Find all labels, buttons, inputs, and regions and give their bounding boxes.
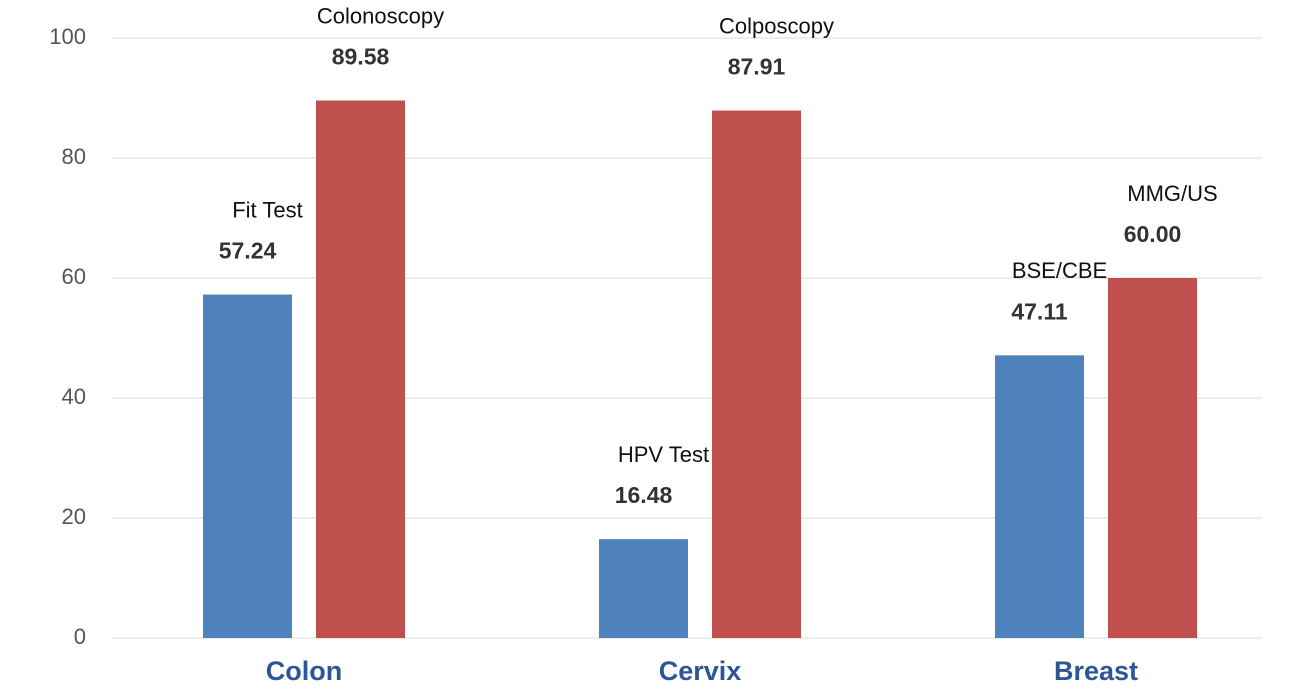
- bar-label: MMG/US: [1127, 181, 1217, 206]
- y-tick-label: 20: [62, 504, 86, 529]
- value-label: 87.91: [728, 54, 786, 80]
- x-tick-label: Breast: [1054, 656, 1138, 686]
- bar-label: Colonoscopy: [317, 3, 444, 28]
- bar: [599, 539, 688, 638]
- y-tick-label: 100: [49, 24, 86, 49]
- x-tick-label: Cervix: [659, 656, 742, 686]
- bar-label: BSE/CBE: [1012, 258, 1107, 283]
- y-tick-label: 80: [62, 144, 86, 169]
- y-tick-label: 0: [74, 624, 86, 649]
- bar: [203, 294, 292, 638]
- y-tick-label: 60: [62, 264, 86, 289]
- value-label: 16.48: [615, 482, 673, 508]
- value-label: 89.58: [332, 44, 390, 70]
- bar: [316, 100, 405, 638]
- bar-label: Fit Test: [232, 197, 303, 222]
- value-label: 57.24: [219, 238, 277, 264]
- bar-label: Colposcopy: [719, 13, 834, 38]
- value-label: 60.00: [1124, 221, 1182, 247]
- x-tick-label: Colon: [266, 656, 342, 686]
- bar: [995, 355, 1084, 638]
- bar: [1108, 278, 1197, 638]
- y-tick-label: 40: [62, 384, 86, 409]
- value-label: 47.11: [1011, 298, 1067, 324]
- bar: [712, 110, 801, 639]
- bar-label: HPV Test: [618, 442, 709, 467]
